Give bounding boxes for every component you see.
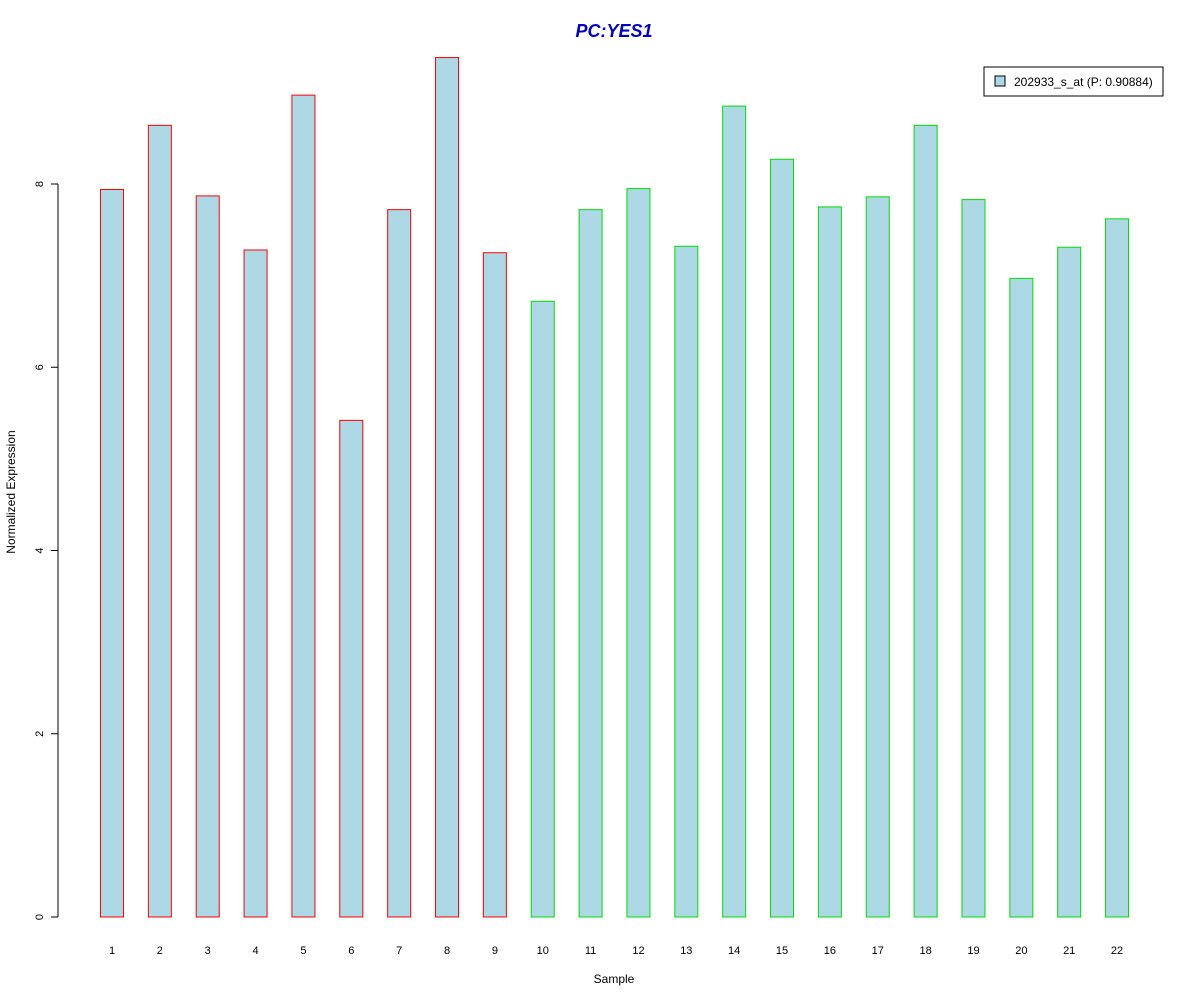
y-tick-label: 0 [34, 914, 46, 920]
y-tick-label: 2 [34, 731, 46, 737]
x-tick-label: 12 [632, 945, 644, 957]
legend: 202933_s_at (P: 0.90884) [983, 66, 1164, 97]
bar [961, 199, 986, 918]
bar [913, 124, 938, 918]
x-tick-label: 13 [680, 945, 692, 957]
bar [435, 57, 460, 918]
x-tick-label: 6 [348, 945, 354, 957]
x-tick-label: 1 [109, 945, 115, 957]
x-tick-label: 3 [205, 945, 211, 957]
bar [770, 158, 795, 918]
bar [147, 124, 172, 918]
x-tick-labels: 1 2 3 4 5 6 7 8 9 10 11 12 13 14 15 16 17 18 19 20 21 22 [109, 945, 1123, 957]
x-tick-label: 16 [824, 945, 836, 957]
x-tick-label: 20 [1015, 945, 1027, 957]
bar [626, 188, 651, 918]
bar [578, 209, 603, 918]
chart-title: PC:YES1 [575, 21, 652, 41]
bars [100, 57, 1130, 918]
y-axis-label: Normalized Expression [4, 430, 18, 553]
x-tick-label: 10 [537, 945, 549, 957]
y-tick-label: 4 [34, 547, 46, 553]
x-tick-label: 4 [253, 945, 259, 957]
x-tick-label: 22 [1111, 945, 1123, 957]
y-tick-label: 6 [34, 364, 46, 370]
bar [243, 249, 268, 918]
y-tick-label: 8 [34, 181, 46, 187]
bar [339, 419, 364, 918]
x-tick-label: 15 [776, 945, 788, 957]
bar [722, 105, 747, 918]
legend-box [983, 66, 1164, 97]
bar [1009, 277, 1034, 918]
legend-swatch [994, 75, 1006, 87]
bar [195, 195, 220, 918]
bar [387, 209, 412, 918]
x-tick-label: 5 [300, 945, 306, 957]
x-tick-label: 9 [492, 945, 498, 957]
x-tick-label: 11 [585, 945, 596, 957]
x-tick-label: 21 [1063, 945, 1075, 957]
x-tick-label: 19 [967, 945, 979, 957]
bar [482, 252, 507, 918]
x-axis-label: Sample [594, 972, 635, 986]
x-tick-label: 17 [872, 945, 884, 957]
x-tick-label: 2 [157, 945, 163, 957]
legend-label: 202933_s_at (P: 0.90884) [1014, 75, 1153, 89]
x-tick-label: 7 [396, 945, 402, 957]
x-tick-label: 18 [919, 945, 931, 957]
bar [817, 206, 842, 918]
bar [530, 300, 555, 918]
y-axis: 0 2 4 6 8 [34, 181, 59, 920]
bar [674, 245, 699, 918]
x-tick-label: 14 [728, 945, 740, 957]
bar [865, 196, 890, 918]
bar [291, 94, 316, 918]
bar [100, 189, 124, 918]
bar [1105, 218, 1130, 918]
bar [1057, 246, 1082, 918]
x-tick-label: 8 [444, 945, 450, 957]
